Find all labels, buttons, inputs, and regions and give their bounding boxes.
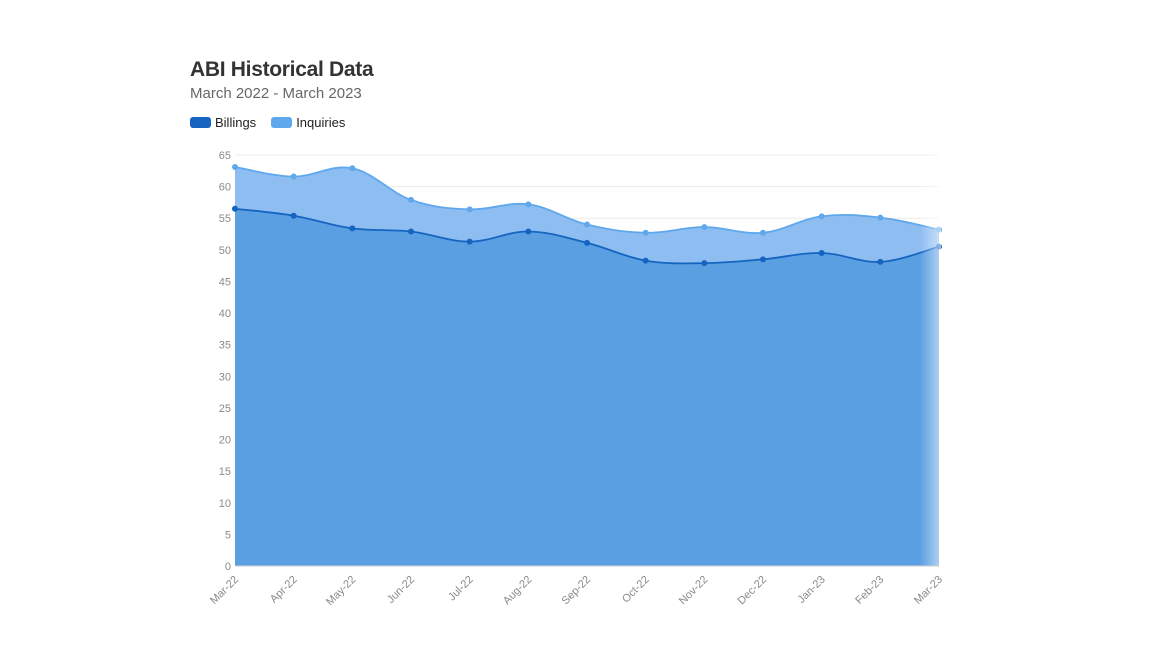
legend-swatch-inquiries (271, 117, 293, 128)
x-tick-label: Apr-22 (268, 574, 300, 606)
x-tick-label: Jun-22 (385, 574, 417, 606)
legend-label-billings: Billings (215, 115, 257, 130)
legend-item-billings[interactable]: Billings (190, 115, 256, 130)
x-tick-label: Mar-23 (912, 574, 945, 607)
chart-subtitle: March 2022 - March 2023 (190, 85, 362, 102)
legend-item-inquiries[interactable]: Inquiries (271, 115, 345, 130)
chart-title: ABI Historical Data (190, 58, 374, 81)
y-tick-label: 55 (219, 213, 231, 225)
y-tick-label: 15 (219, 466, 231, 478)
x-tick-label: Nov-22 (677, 574, 711, 608)
legend-label-inquiries: Inquiries (296, 115, 346, 130)
x-tick-label: Aug-22 (501, 574, 535, 608)
x-tick-label: Jan-23 (796, 574, 828, 606)
y-tick-label: 10 (219, 498, 231, 510)
y-tick-label: 30 (219, 371, 231, 383)
y-tick-label: 20 (219, 435, 231, 447)
y-tick-label: 5 (225, 529, 231, 541)
y-tick-label: 25 (219, 403, 231, 415)
x-tick-label: Feb-23 (853, 574, 886, 607)
x-tick-label: May-22 (324, 574, 358, 608)
x-tick-label: Sep-22 (560, 574, 594, 608)
y-tick-label: 40 (219, 308, 231, 320)
x-tick-label: Mar-22 (208, 574, 241, 607)
y-tick-label: 45 (219, 276, 231, 288)
y-tick-label: 65 (219, 150, 231, 162)
x-tick-label: Jul-22 (446, 574, 476, 604)
legend-swatch-billings (190, 117, 211, 128)
legend: Billings Inquiries (190, 115, 360, 130)
y-tick-label: 60 (219, 182, 231, 194)
y-tick-label: 0 (225, 561, 231, 573)
y-tick-label: 35 (219, 340, 231, 352)
edge-fade (235, 145, 941, 566)
x-tick-label: Dec-22 (736, 574, 770, 608)
x-tick-label: Oct-22 (620, 574, 652, 606)
y-tick-label: 50 (219, 245, 231, 257)
